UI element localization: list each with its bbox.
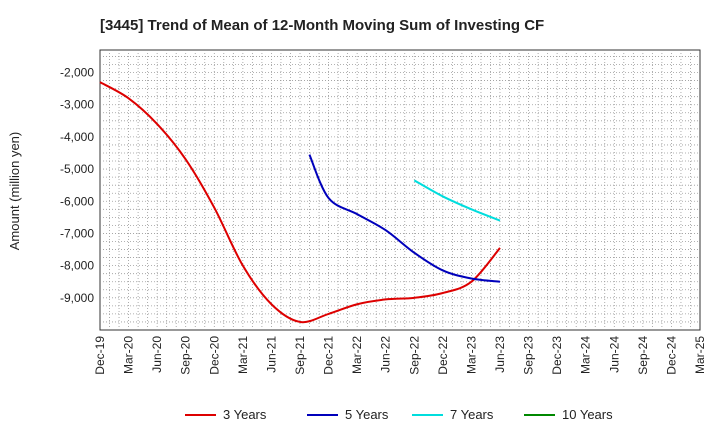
legend-label-5-years: 5 Years bbox=[345, 407, 389, 422]
legend-label-3-years: 3 Years bbox=[223, 407, 267, 422]
x-tick-label: Sep-20 bbox=[179, 336, 193, 375]
y-tick-label: -9,000 bbox=[60, 291, 94, 305]
x-tick-label: Jun-20 bbox=[150, 336, 164, 373]
y-tick-label: -6,000 bbox=[60, 194, 94, 208]
legend: 3 Years 5 Years 7 Years 10 Years bbox=[185, 407, 613, 422]
legend-label-10-years: 10 Years bbox=[562, 407, 613, 422]
x-tick-label: Sep-21 bbox=[293, 336, 307, 375]
series-line-7-years bbox=[413, 179, 501, 222]
y-tick-label: -7,000 bbox=[60, 226, 94, 240]
x-tick-label: Jun-24 bbox=[607, 336, 621, 373]
plot-frame bbox=[99, 49, 701, 331]
x-tick-label: Sep-23 bbox=[522, 336, 536, 375]
x-axis: Dec-19 Mar-20 Jun-20 Sep-20 Dec-20 Mar-21 Jun-… bbox=[93, 336, 707, 375]
y-tick-label: -5,000 bbox=[60, 162, 94, 176]
y-tick-label: -4,000 bbox=[60, 130, 94, 144]
series-line-5-years bbox=[308, 154, 501, 283]
y-tick-label: -2,000 bbox=[60, 66, 94, 80]
y-axis: -9,000 -8,000 -7,000 -6,000 -5,000 -4,000 -3,0… bbox=[60, 66, 94, 305]
y-tick-label: -3,000 bbox=[60, 98, 94, 112]
x-tick-label: Sep-22 bbox=[407, 336, 421, 375]
x-tick-label: Jun-21 bbox=[264, 336, 278, 373]
x-tick-label: Dec-24 bbox=[664, 336, 678, 375]
x-tick-label: Mar-23 bbox=[464, 336, 478, 374]
series-line-3-years bbox=[99, 81, 501, 324]
x-tick-label: Mar-25 bbox=[693, 336, 707, 374]
x-tick-label: Dec-20 bbox=[207, 336, 221, 375]
x-tick-label: Dec-21 bbox=[322, 336, 336, 375]
chart-title: [3445] Trend of Mean of 12-Month Moving … bbox=[100, 17, 544, 34]
gridlines bbox=[100, 50, 700, 330]
x-tick-label: Mar-20 bbox=[122, 336, 136, 374]
legend-label-7-years: 7 Years bbox=[450, 407, 494, 422]
series-layer bbox=[99, 81, 501, 324]
y-axis-label: Amount (million yen) bbox=[7, 132, 22, 251]
x-tick-label: Jun-23 bbox=[493, 336, 507, 373]
y-tick-label: -8,000 bbox=[60, 259, 94, 273]
x-tick-label: Mar-24 bbox=[579, 336, 593, 374]
x-tick-label: Mar-22 bbox=[350, 336, 364, 374]
x-tick-label: Dec-19 bbox=[93, 336, 107, 375]
x-tick-label: Dec-23 bbox=[550, 336, 564, 375]
x-tick-label: Jun-22 bbox=[379, 336, 393, 373]
x-tick-label: Dec-22 bbox=[436, 336, 450, 375]
plot-area bbox=[99, 49, 701, 331]
x-tick-label: Sep-24 bbox=[636, 336, 650, 375]
x-tick-label: Mar-21 bbox=[236, 336, 250, 374]
